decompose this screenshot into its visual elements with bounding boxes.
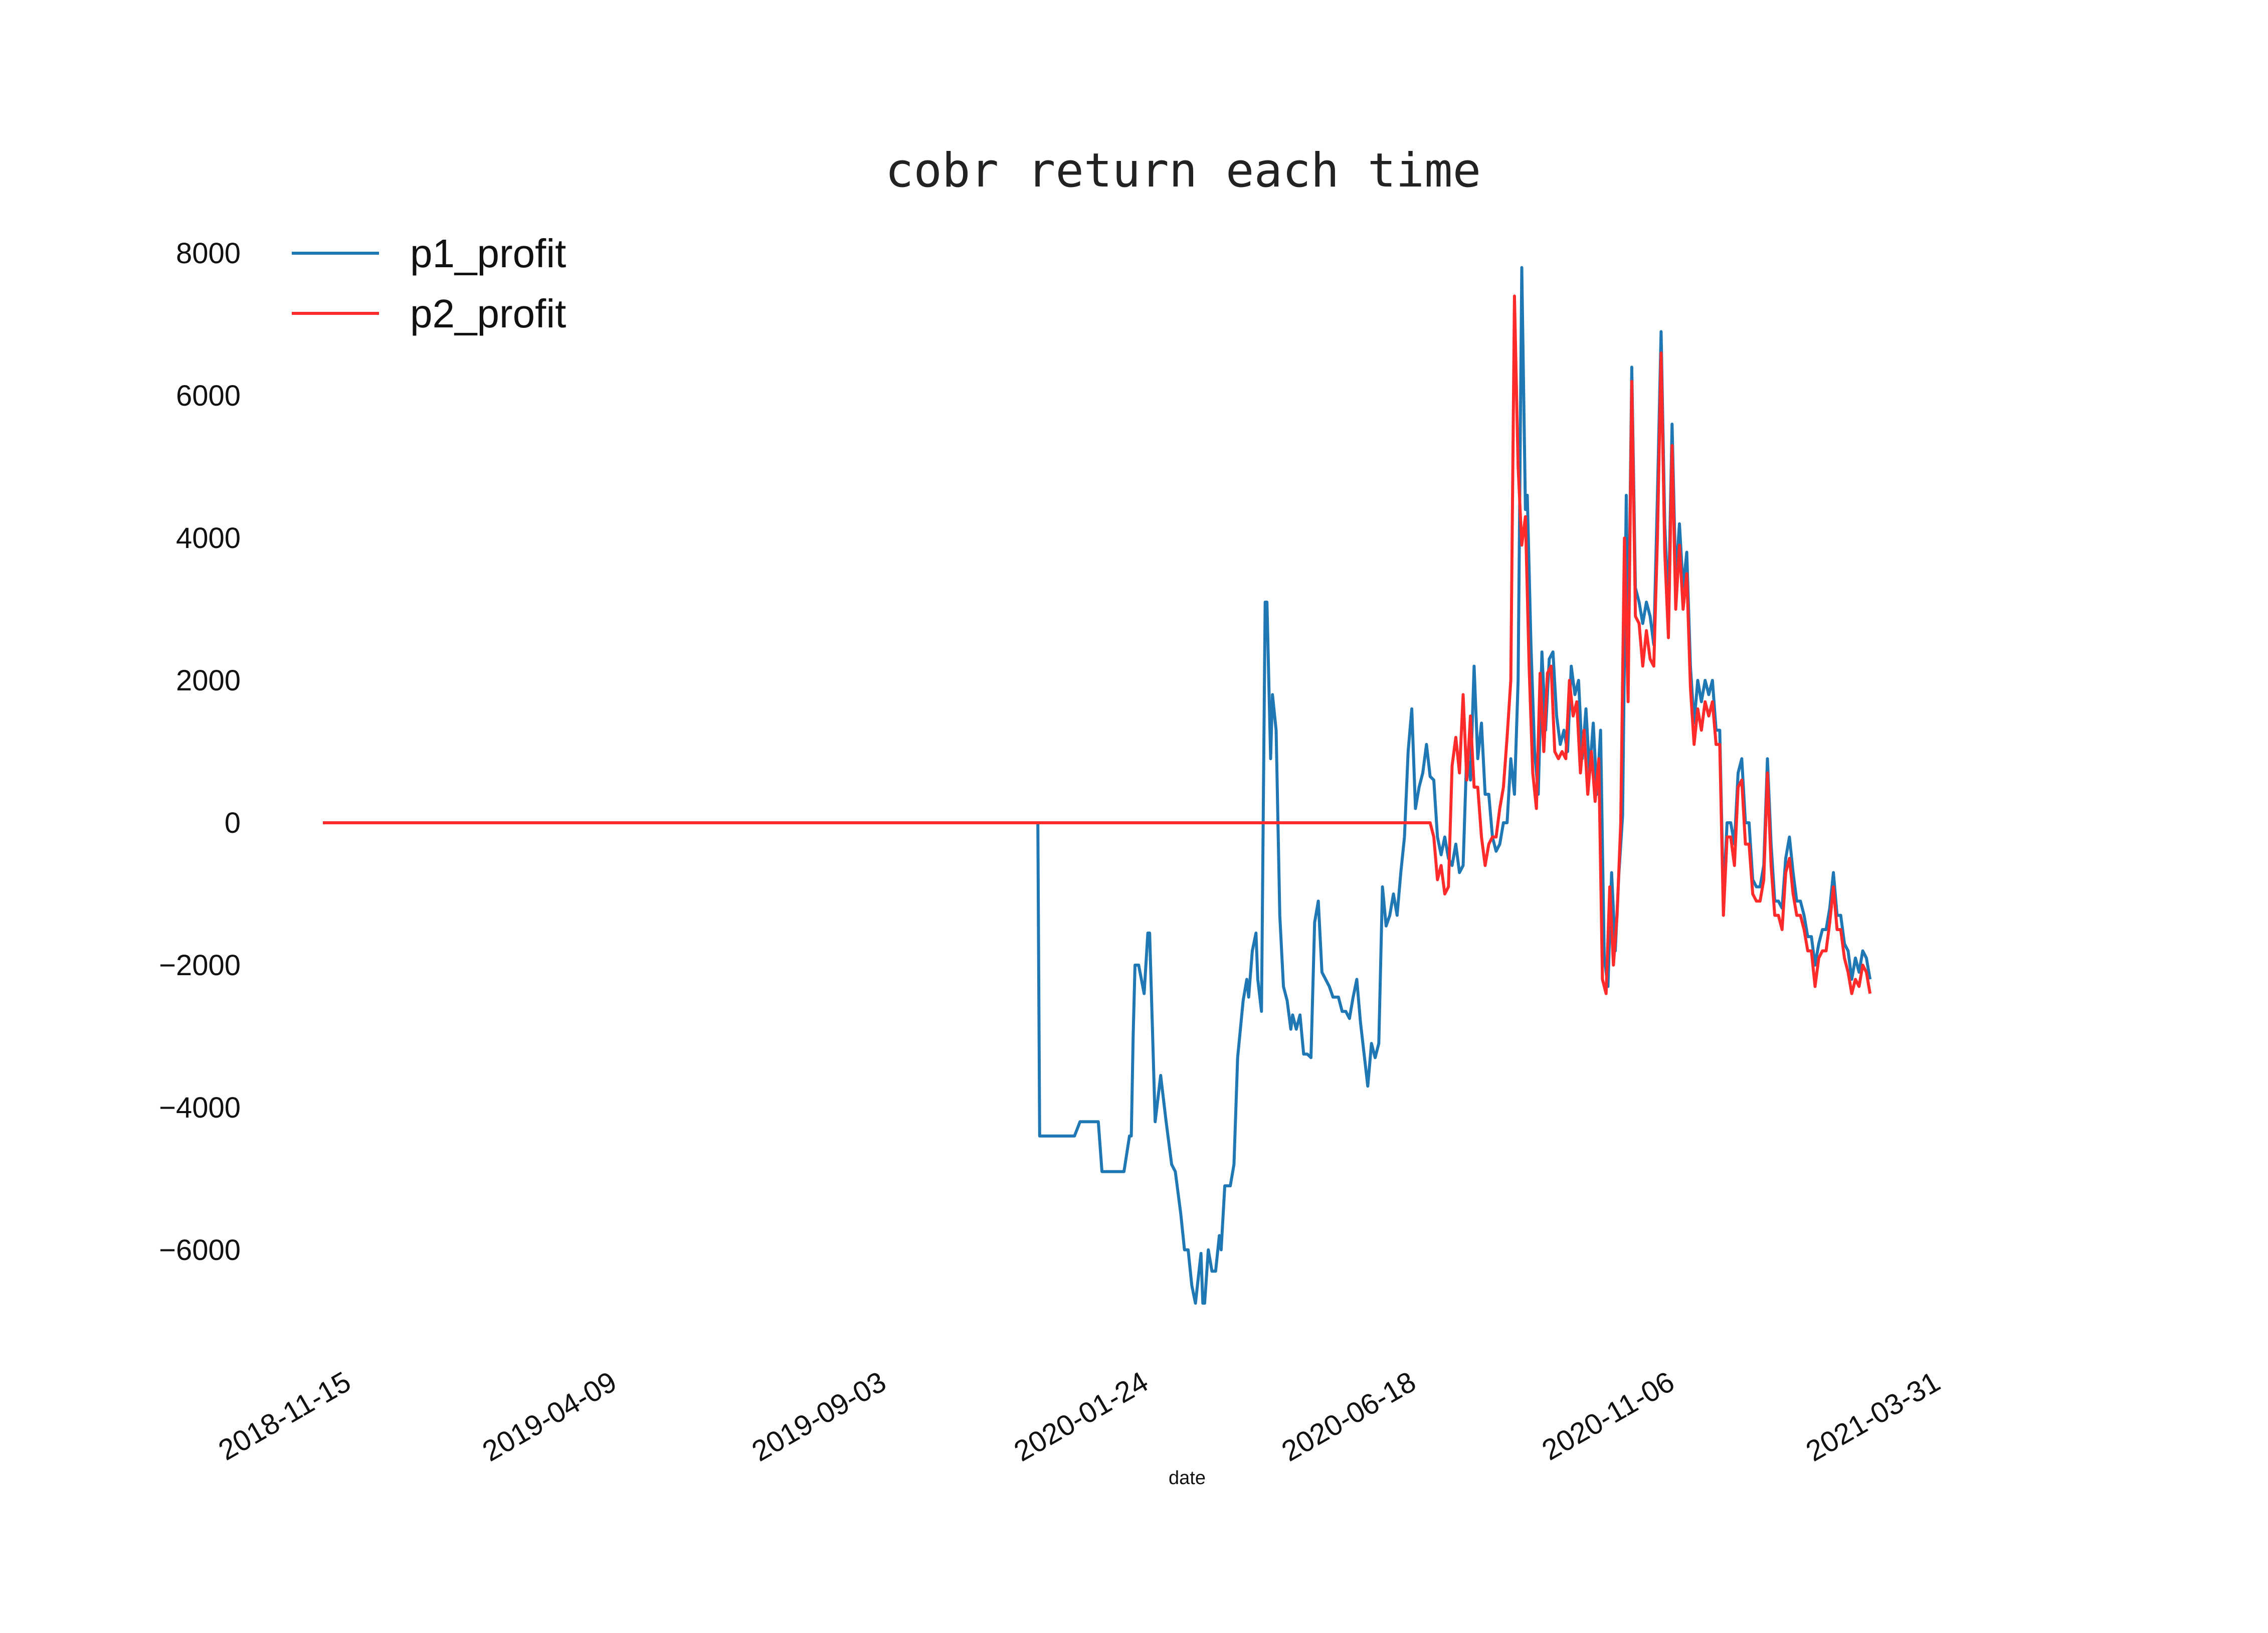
plot-area xyxy=(323,266,1872,1305)
x-tick-label: 2021-03-31 xyxy=(1800,1365,1945,1468)
series-line-p1_profit xyxy=(323,266,1872,1305)
legend-label: p1_profit xyxy=(410,231,566,276)
x-tick-label: 2020-11-06 xyxy=(1537,1365,1680,1467)
y-tick-label: −4000 xyxy=(159,1092,241,1124)
series-line-p2_profit xyxy=(323,294,1872,995)
legend: p1_profit p2_profit xyxy=(292,231,566,336)
y-tick-label: 0 xyxy=(225,807,241,839)
x-tick-label: 2020-01-24 xyxy=(1009,1365,1154,1468)
x-tick-label: 2018-11-15 xyxy=(213,1365,356,1467)
x-axis: 2018-11-15 2019-04-09 2019-09-03 2020-01-24… xyxy=(213,1365,1946,1468)
chart-title: cobr return each time xyxy=(885,143,1481,198)
x-tick-label: 2019-09-03 xyxy=(746,1365,891,1468)
x-tick-label: 2019-04-09 xyxy=(477,1365,622,1468)
y-tick-label: 4000 xyxy=(176,522,241,555)
y-tick-label: 6000 xyxy=(176,380,241,412)
x-axis-label: date xyxy=(1169,1468,1206,1489)
y-axis: 8000 6000 4000 2000 0 −2000 −4000 −6000 xyxy=(159,237,241,1266)
x-tick-label: 2020-06-18 xyxy=(1276,1365,1421,1468)
y-tick-label: −6000 xyxy=(159,1234,241,1266)
y-tick-label: −2000 xyxy=(159,949,241,982)
y-tick-label: 2000 xyxy=(176,664,241,697)
y-tick-label: 8000 xyxy=(176,237,241,270)
legend-label: p2_profit xyxy=(410,291,566,336)
